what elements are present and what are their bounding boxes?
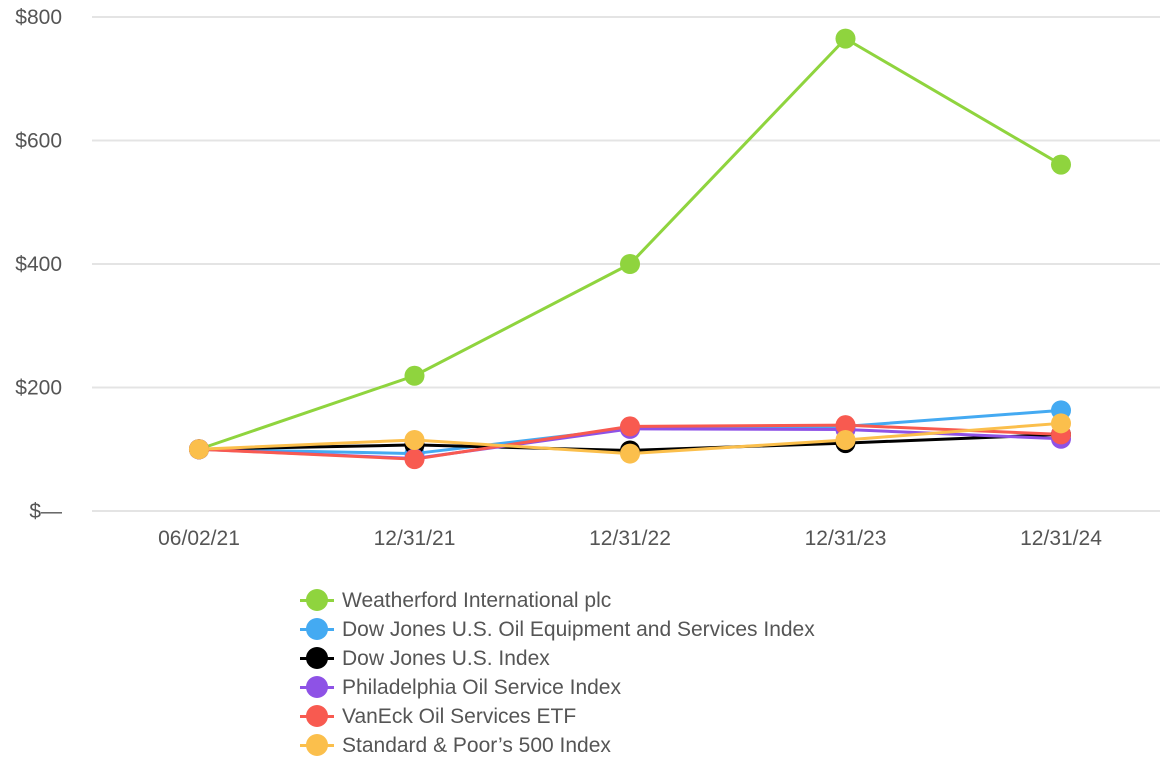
legend-marker [300,673,334,702]
legend-dot [306,647,328,669]
y-axis-tick-labels: $— $200 $400 $600 $800 [15,6,62,523]
legend-marker [300,731,334,760]
data-point [835,415,856,436]
data-point [835,28,856,49]
legend-marker [300,615,334,644]
x-axis-tick-labels: 06/02/21 12/31/21 12/31/22 12/31/23 12/31/24 [158,527,1102,550]
legend-item: Weatherford International plc [300,586,815,615]
data-point [1051,154,1071,175]
series-lines [198,37,1062,461]
x-tick-label: 12/31/22 [589,527,671,550]
y-tick-label: $— [29,500,62,523]
data-point [404,365,425,386]
legend-marker [300,644,334,673]
legend-item: VanEck Oil Services ETF [300,702,815,731]
series-points [189,28,1071,470]
line-chart: $— $200 $400 $600 $800 06/02/21 12/31/21 12/31… [15,6,1160,550]
data-point [620,443,640,464]
legend-label: Philadelphia Oil Service Index [342,675,621,699]
legend-label: Standard & Poor’s 500 Index [342,733,611,757]
x-tick-label: 06/02/21 [158,527,240,550]
y-tick-label: $600 [15,130,62,153]
data-point [1051,413,1071,434]
legend-dot [306,676,328,698]
legend-label: Dow Jones U.S. Index [342,646,550,670]
x-tick-label: 12/31/24 [1020,527,1102,550]
y-tick-label: $400 [15,253,62,276]
data-point [620,254,640,274]
legend-marker [300,702,334,731]
data-point [404,429,425,450]
data-point [835,429,856,450]
legend-dot [306,589,328,611]
data-point [620,416,640,437]
legend-label: Dow Jones U.S. Oil Equipment and Service… [342,617,815,641]
legend-marker [300,586,334,615]
legend-label: Weatherford International plc [342,588,612,612]
x-tick-label: 12/31/23 [805,527,887,550]
y-tick-label: $200 [15,377,62,400]
legend-item: Standard & Poor’s 500 Index [300,731,815,760]
legend-item: Dow Jones U.S. Oil Equipment and Service… [300,615,815,644]
legend-item: Philadelphia Oil Service Index [300,673,815,702]
chart-legend: Weatherford International plc Dow Jones U… [300,586,815,760]
data-point [404,449,425,470]
legend-dot [306,618,328,640]
data-point [189,439,209,460]
x-tick-label: 12/31/21 [374,527,456,550]
legend-dot [306,705,328,727]
legend-dot [306,734,328,756]
legend-label: VanEck Oil Services ETF [342,704,577,728]
legend-item: Dow Jones U.S. Index [300,644,815,673]
y-tick-label: $800 [15,6,62,29]
